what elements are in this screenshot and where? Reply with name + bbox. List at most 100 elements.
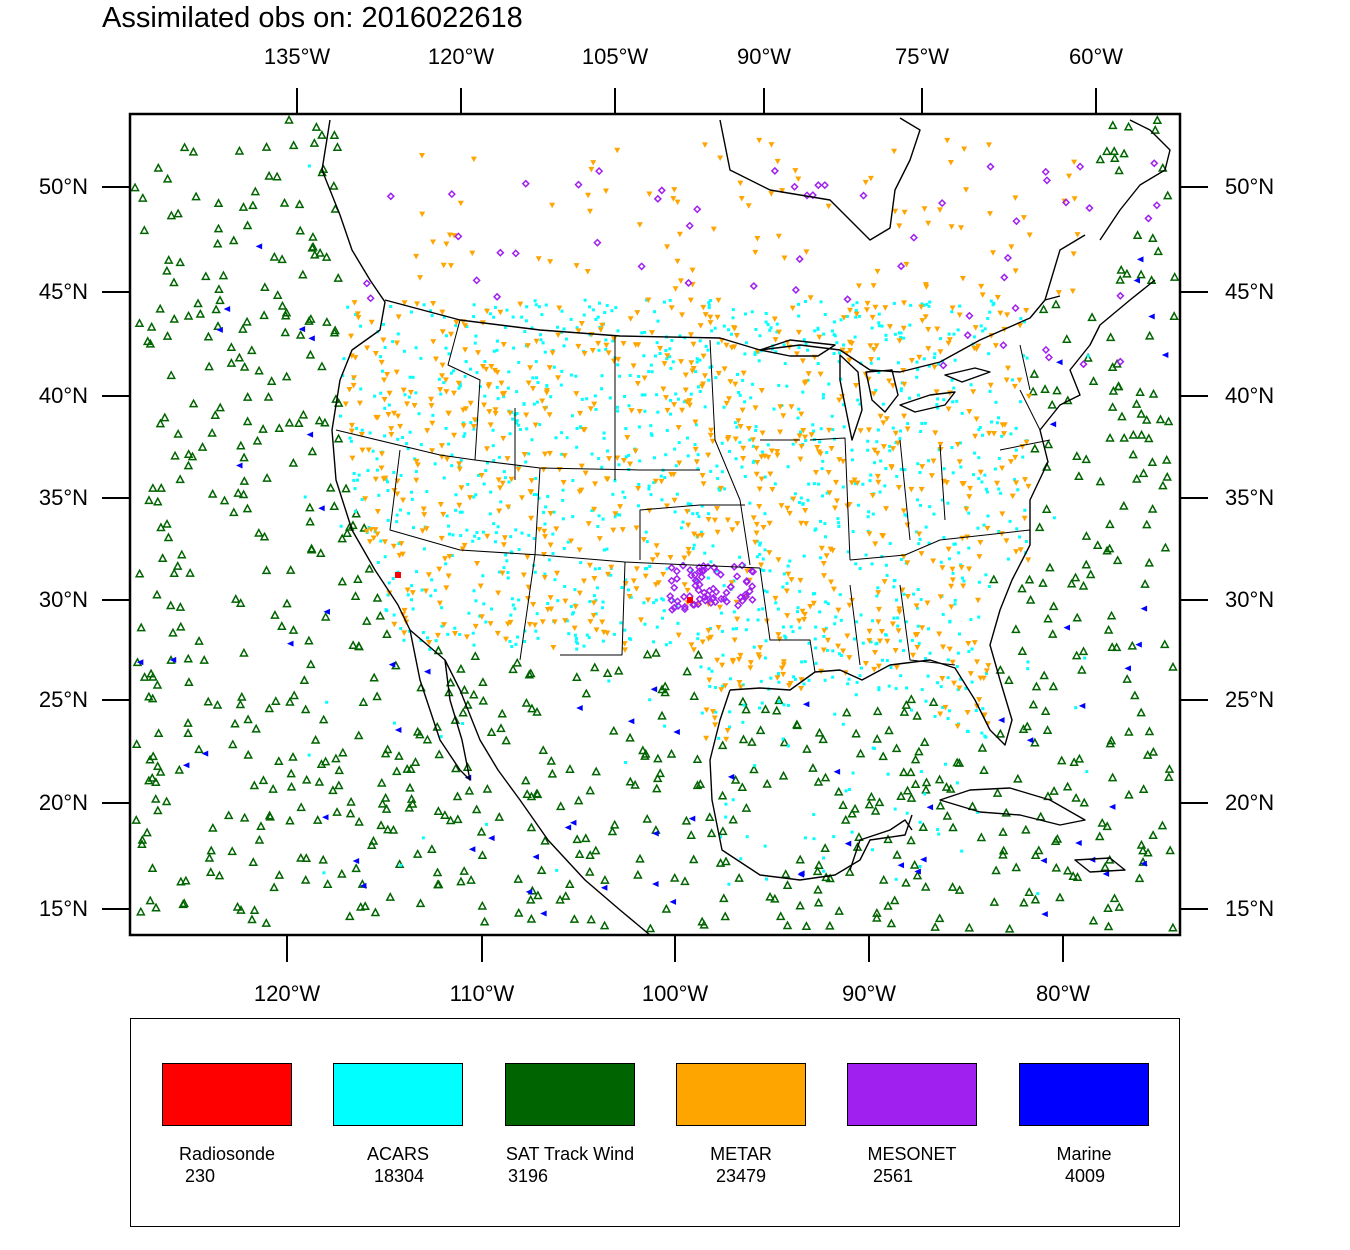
metar-marker — [364, 345, 371, 352]
acars-marker — [819, 556, 823, 560]
sat-wind-marker — [261, 918, 272, 927]
acars-marker — [984, 573, 988, 577]
metar-marker — [829, 547, 836, 554]
sat-wind-marker — [555, 801, 566, 811]
sat-wind-marker — [1164, 772, 1174, 781]
sat-wind-marker — [715, 858, 726, 867]
acars-marker — [728, 677, 732, 681]
metar-marker — [895, 484, 902, 491]
acars-marker — [932, 356, 936, 360]
acars-marker — [468, 367, 472, 371]
acars-marker — [614, 306, 618, 310]
acars-marker — [741, 720, 745, 724]
metar-marker — [740, 456, 747, 462]
acars-marker — [899, 387, 903, 391]
acars-marker — [850, 448, 854, 452]
sat-wind-marker — [162, 331, 173, 340]
acars-marker — [674, 392, 678, 396]
acars-marker — [474, 493, 478, 497]
acars-marker — [852, 637, 856, 641]
acars-marker — [442, 476, 446, 480]
sat-wind-marker — [445, 815, 456, 825]
acars-marker — [533, 570, 537, 574]
sat-wind-marker — [288, 625, 299, 634]
acars-marker — [595, 586, 599, 590]
acars-marker — [338, 414, 342, 418]
sat-wind-marker — [142, 827, 152, 837]
acars-marker — [720, 441, 724, 445]
sat-wind-marker — [1116, 264, 1126, 274]
metar-marker — [737, 684, 744, 691]
metar-marker — [758, 454, 765, 460]
sat-wind-marker — [872, 733, 882, 743]
sat-wind-marker — [1031, 681, 1042, 691]
metar-marker — [660, 386, 667, 393]
acars-marker — [897, 331, 901, 335]
acars-marker — [428, 647, 432, 651]
sat-wind-marker — [298, 269, 308, 279]
acars-marker — [766, 323, 770, 327]
acars-marker — [924, 525, 928, 529]
acars-marker — [822, 869, 826, 873]
acars-marker — [629, 595, 633, 599]
metar-marker — [576, 547, 583, 553]
acars-marker — [545, 384, 549, 388]
metar-marker — [686, 398, 693, 404]
metar-marker — [542, 406, 549, 412]
acars-marker — [870, 848, 874, 852]
metar-marker — [977, 469, 984, 476]
metar-marker — [487, 422, 494, 428]
sat-wind-marker — [1104, 543, 1115, 553]
metar-marker — [478, 614, 485, 620]
metar-marker — [821, 628, 828, 634]
metar-marker — [374, 509, 381, 515]
marine-marker — [359, 882, 367, 889]
yucatan-coast — [849, 819, 913, 871]
acars-marker — [450, 554, 454, 558]
acars-marker — [981, 329, 985, 333]
acars-marker — [950, 446, 954, 450]
acars-marker — [984, 735, 988, 739]
sat-wind-marker — [151, 777, 161, 786]
acars-marker — [823, 522, 827, 526]
acars-marker — [513, 607, 517, 611]
mesonet-marker — [595, 167, 604, 176]
mesonet-marker — [999, 341, 1008, 350]
sat-wind-marker — [1013, 773, 1023, 783]
acars-marker — [464, 360, 468, 364]
sat-wind-marker — [286, 781, 297, 791]
acars-marker — [866, 515, 870, 519]
sat-wind-marker — [274, 423, 285, 433]
acars-marker — [894, 877, 898, 881]
sat-wind-marker — [412, 726, 423, 736]
acars-marker — [786, 465, 790, 469]
acars-marker — [648, 564, 652, 568]
metar-marker — [1071, 196, 1078, 202]
metar-marker — [1012, 195, 1019, 201]
metar-marker — [866, 638, 873, 644]
sat-wind-marker — [162, 173, 173, 183]
sat-wind-marker — [1074, 753, 1085, 763]
sat-wind-marker — [314, 415, 325, 425]
metar-marker — [1009, 493, 1016, 500]
sat-wind-marker — [680, 876, 690, 886]
metar-marker — [674, 199, 681, 206]
acars-marker — [402, 638, 406, 642]
mesonet-marker — [1011, 304, 1020, 313]
sat-wind-marker — [941, 782, 952, 791]
acars-marker — [492, 459, 496, 463]
metar-marker — [908, 357, 915, 364]
metar-marker — [871, 666, 878, 673]
acars-marker — [926, 674, 930, 678]
sat-wind-marker — [1136, 707, 1146, 717]
acars-marker — [615, 409, 619, 413]
metar-marker — [919, 625, 926, 631]
legend-swatch — [505, 1063, 635, 1126]
sat-wind-marker — [1028, 699, 1039, 709]
acars-marker — [715, 569, 719, 573]
acars-marker — [786, 564, 790, 568]
metar-marker — [393, 340, 400, 346]
metar-marker — [599, 322, 606, 329]
metar-marker — [975, 597, 982, 604]
metar-marker — [381, 396, 388, 403]
